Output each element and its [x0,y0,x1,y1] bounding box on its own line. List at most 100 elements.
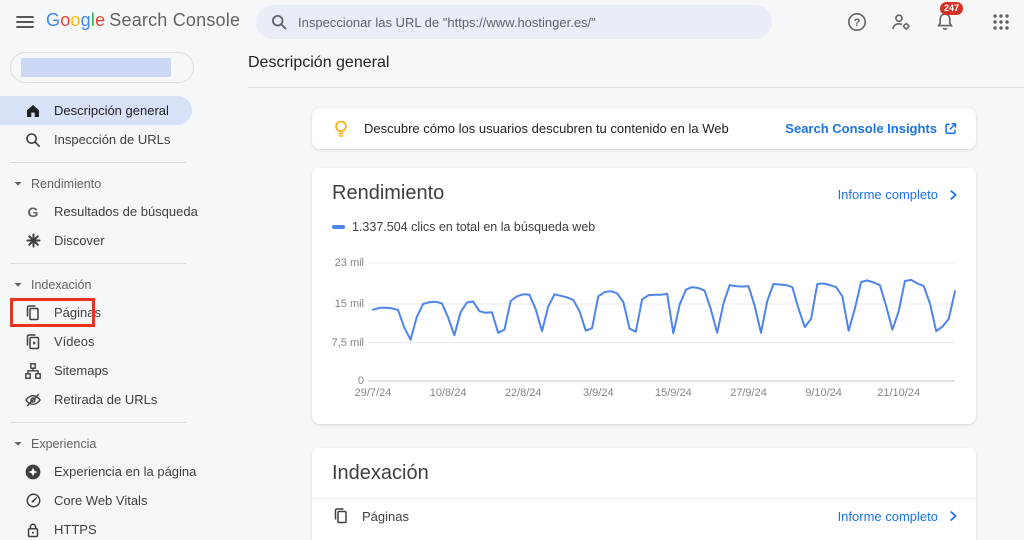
search-input[interactable] [298,14,758,30]
sidebar-item-search-results[interactable]: G Resultados de búsqueda [0,197,198,226]
property-name-redacted [21,58,171,77]
help-icon: ? [848,13,866,31]
report-link-label: Informe completo [837,187,938,202]
sidebar-item-overview[interactable]: Descripción general [0,96,192,125]
sidebar-item-url-removal[interactable]: Retirada de URLs [0,385,192,414]
sidebar-item-label: Retirada de URLs [54,392,158,407]
x-tick-label: 10/8/24 [429,387,467,399]
lock-icon [24,521,42,539]
logo-letter: g [80,10,91,30]
sidebar-item-url-inspection[interactable]: Inspección de URLs [0,125,192,154]
chevron-right-icon [950,511,957,521]
sidebar-item-label: HTTPS [54,522,97,537]
sidebar: Descripción general Inspección de URLs R… [0,44,248,540]
sidebar-item-page-experience[interactable]: Experiencia en la página [0,457,196,486]
sidebar-divider [10,422,186,423]
url-inspection-searchbar[interactable] [256,5,772,39]
sidebar-item-label: Resultados de búsqueda [54,204,198,219]
y-tick-label: 23 mil [334,257,364,269]
report-link-label: Informe completo [837,508,938,524]
external-link-icon [945,123,957,134]
chevron-down-icon [14,283,22,287]
performance-full-report-link[interactable]: Informe completo [838,187,960,202]
title-divider [248,87,1024,88]
sidebar-divider [10,162,186,163]
logo-letter: o [60,10,71,30]
lightbulb-icon [335,120,347,137]
search-console-insights-link[interactable]: Search Console Insights [785,121,958,136]
sidebar-item-sitemaps[interactable]: Sitemaps [0,356,192,385]
hamburger-menu-icon[interactable] [14,11,36,33]
logo-letter: l [90,10,96,30]
y-tick-label: 0 [357,375,364,387]
svg-text:?: ? [854,17,861,29]
pages-icon [24,304,42,322]
performance-card-title: Rendimiento [332,182,445,204]
legend-swatch [332,225,345,229]
sidebar-section-label: Indexación [31,278,92,292]
sidebar-item-label: Discover [54,233,105,248]
settings-button[interactable] [886,7,916,37]
sidebar-nav: Descripción general Inspección de URLs R… [0,96,248,540]
x-tick-label: 15/9/24 [655,387,692,399]
bell-icon [937,13,953,30]
indexing-full-report-link[interactable]: Informe completo [838,509,960,524]
x-tick-label: 22/8/24 [504,387,542,399]
property-selector[interactable] [10,52,194,83]
sidebar-item-label: Páginas [54,305,101,320]
help-button[interactable]: ? [842,7,872,37]
sidebar-section-experience[interactable]: Experiencia [0,431,248,457]
logo-letter: G [46,10,61,30]
indexing-card: Indexación Páginas Informe completo [312,448,976,540]
notification-count-badge: 247 [940,2,964,15]
sidebar-item-discover[interactable]: Discover [0,226,192,255]
sidebar-section-label: Experiencia [31,437,97,451]
url-removal-icon [24,391,42,409]
sidebar-item-label: Descripción general [54,103,169,118]
user-settings-icon [892,14,910,30]
notifications-button[interactable]: 247 [930,2,964,37]
sidebar-section-label: Rendimiento [31,177,102,191]
indexing-card-title: Indexación [332,462,429,484]
chevron-right-icon [950,189,957,200]
main-content: Descripción general Descubre cómo los us… [248,44,1024,540]
discover-icon [24,232,42,250]
logo-suffix: Search Console [109,10,241,30]
logo-letter: o [70,10,81,30]
sidebar-item-label: Experiencia en la página [54,464,197,479]
sidebar-item-core-web-vitals[interactable]: Core Web Vitals [0,486,192,515]
y-tick-label: 15 mil [334,298,364,311]
legend-label: 1.337.504 clics en total en la búsqueda … [352,220,596,234]
x-tick-label: 29/7/24 [354,387,392,399]
chevron-down-icon [14,442,22,446]
page-experience-icon [24,463,42,481]
sidebar-section-performance[interactable]: Rendimiento [0,171,248,197]
row-divider [312,498,976,499]
sidebar-item-label: Core Web Vitals [54,493,148,508]
sidebar-item-label: Inspección de URLs [54,132,171,147]
clicks-line-chart [368,262,956,382]
performance-card: Rendimiento Informe completo 1.337.504 c… [312,168,976,424]
sidebar-divider [10,263,186,264]
sidebar-item-https[interactable]: HTTPS [0,515,192,540]
indexing-row-label: Páginas [362,508,409,524]
apps-grid-button[interactable] [986,7,1016,37]
sidebar-item-videos[interactable]: Vídeos [0,327,192,356]
banner-link-label: Search Console Insights [785,121,937,136]
indexing-pages-row: Páginas Informe completo [312,498,976,534]
home-icon [24,102,42,120]
core-web-vitals-icon [24,492,42,510]
videos-icon [24,333,42,351]
insights-banner: Descubre cómo los usuarios descubren tu … [312,108,976,149]
x-tick-label: 3/9/24 [582,387,614,399]
app-logo[interactable]: Google Search Console [46,10,240,31]
logo-letter: e [95,10,106,30]
page-title: Descripción general [248,54,390,71]
y-tick-label: 7,5 mil [331,336,364,349]
banner-message: Descubre cómo los usuarios descubren tu … [364,121,729,136]
x-tick-label: 27/9/24 [730,387,767,399]
search-icon [271,14,287,30]
sidebar-item-pages[interactable]: Páginas [0,298,192,327]
sidebar-section-indexing[interactable]: Indexación [0,272,248,298]
